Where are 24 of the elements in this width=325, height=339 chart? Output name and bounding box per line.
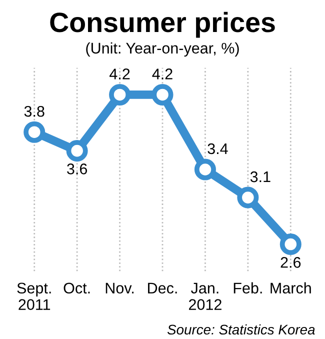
x-tick-label: Nov. [106, 282, 134, 294]
x-tick-label: Sept. 2011 [17, 282, 51, 310]
x-tick-label: Oct. [64, 282, 90, 294]
chart-subtitle: (Unit: Year-on-year, %) [86, 42, 239, 57]
chart-title: Consumer prices [50, 12, 275, 38]
point [194, 158, 216, 180]
x-tick-label: March [270, 282, 311, 294]
data-label: 3.4 [208, 143, 228, 154]
data-label: 4.2 [110, 68, 130, 80]
point [24, 121, 46, 143]
x-tick-label: Jan. 2012 [188, 282, 222, 310]
data-label: 3.1 [250, 171, 270, 182]
data-label: 3.6 [67, 164, 88, 174]
source-note: Source: Statistics Korea [167, 324, 315, 335]
point [152, 84, 174, 106]
data-label: 3.8 [24, 106, 44, 117]
point [280, 234, 302, 256]
x-tick-label: Dec. [148, 282, 177, 294]
data-label: 2.6 [280, 257, 301, 268]
point [109, 84, 131, 106]
point [66, 140, 88, 162]
point [237, 186, 259, 208]
data-label: 4.2 [152, 68, 172, 80]
x-tick-label: Feb. [234, 282, 262, 294]
